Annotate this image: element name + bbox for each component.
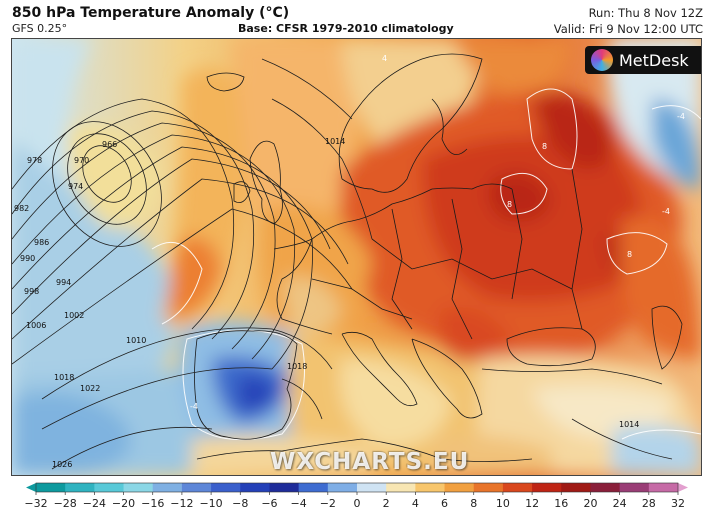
model-label: GFS 0.25° [12, 22, 68, 35]
isobar-label: 986 [34, 238, 49, 247]
isobar-label: 966 [102, 140, 117, 149]
isobar-label: 1018 [287, 362, 307, 371]
colorbar-swatch [327, 483, 358, 492]
colorbar-swatch [36, 483, 66, 492]
colorbar-swatch [648, 483, 679, 492]
colorbar-tick-label: 20 [583, 497, 597, 510]
isobar-label: 1014 [619, 420, 639, 429]
colorbar-swatch [561, 483, 591, 492]
colorbar-swatch [181, 483, 212, 492]
isobar-label: 982 [14, 204, 29, 213]
colorbar-swatch [152, 483, 183, 492]
anomaly-labels: 8 8 8 -4 -4 4 -4 [190, 54, 685, 411]
colorbar-tick-label: 6 [441, 497, 448, 510]
anomaly-label: 8 [507, 200, 512, 209]
metdesk-logo-icon [591, 49, 613, 71]
isobar-label: 1026 [52, 460, 72, 469]
temperature-anomaly-map: 970 966 974 978 982 986 990 994 998 1002… [12, 39, 701, 475]
anomaly-contours [151, 88, 701, 441]
isobars [12, 58, 673, 470]
isobar-label: 994 [56, 278, 71, 287]
isobar-label: 978 [27, 156, 42, 165]
colorbar-tick-label: 0 [354, 497, 361, 510]
colorbar-tick-label: 4 [412, 497, 419, 510]
map-panel[interactable]: 970 966 974 978 982 986 990 994 998 1002… [11, 38, 702, 476]
colorbar-tick-label: 2 [383, 497, 390, 510]
anomaly-label: -4 [662, 207, 670, 216]
isobar-label: 970 [74, 156, 89, 165]
colorbar-tick-label: 10 [496, 497, 510, 510]
isobar-label: 1006 [26, 321, 46, 330]
isobar-label: 1022 [80, 384, 100, 393]
colorbar-swatch [240, 483, 270, 492]
anomaly-fill-layer [12, 39, 701, 475]
isobar-label: 990 [20, 254, 35, 263]
isobar-label: 998 [24, 287, 39, 296]
colorbar-swatch [502, 483, 533, 492]
colorbar-swatch [444, 483, 475, 492]
colorbar-tick-label: −6 [261, 497, 277, 510]
colorbar-swatch [123, 483, 154, 492]
colorbar-ticks: −32 −28 −24 −20 −16 −12 −10 −8 −6 −4 −2 0 2 4 6 8 10 12 16… [24, 492, 685, 510]
colorbar-swatch [357, 483, 387, 492]
climatology-base-label: Base: CFSR 1979-2010 climatology [238, 22, 454, 35]
isobar-label: 1014 [325, 137, 345, 146]
colorbar-tick-label: 12 [525, 497, 539, 510]
colorbar-swatch [269, 483, 300, 492]
colorbar-tick-label: 16 [554, 497, 568, 510]
colorbar-tick-label: −12 [170, 497, 193, 510]
colorbar-swatch [298, 483, 329, 492]
colorbar-swatch [65, 483, 95, 492]
colorbar-tick-label: −16 [141, 497, 164, 510]
colorbar-tick-label: −10 [199, 497, 222, 510]
colorbar-tick-label: −4 [291, 497, 307, 510]
coastlines-borders [194, 53, 683, 462]
colorbar-tick-label: −2 [320, 497, 336, 510]
valid-time-label: Valid: Fri 9 Nov 12:00 UTC [553, 22, 703, 36]
colorbar-arrow-right [678, 483, 688, 492]
metdesk-logo: MetDesk [585, 46, 701, 74]
colorbar-swatch [473, 483, 504, 492]
anomaly-label: -4 [190, 402, 198, 411]
colorbar-tick-label: −20 [112, 497, 135, 510]
colorbar-swatch [619, 483, 650, 492]
colorbar-swatch [94, 483, 125, 492]
run-time-label: Run: Thu 8 Nov 12Z [588, 6, 703, 20]
colorbar-swatch [590, 483, 621, 492]
colorbar-swatch [211, 483, 241, 492]
colorbar-tick-label: 32 [671, 497, 685, 510]
isobar-label: 1002 [64, 311, 84, 320]
colorbar-swatch [532, 483, 562, 492]
colorbar-tick-label: 24 [613, 497, 627, 510]
isobar-label: 1010 [126, 336, 146, 345]
wxcharts-watermark: WXCHARTS.EU [270, 449, 470, 475]
colorbar-tick-label: −28 [54, 497, 77, 510]
anomaly-label: 8 [542, 142, 547, 151]
colorbar-arrow-left [26, 483, 36, 492]
colorbar-tick-label: 28 [642, 497, 656, 510]
colorbar-swatch [415, 483, 446, 492]
colorbar-tick-label: −8 [232, 497, 248, 510]
colorbar-tick-label: −32 [24, 497, 47, 510]
colorbar-tick-label: 8 [470, 497, 477, 510]
chart-title: 850 hPa Temperature Anomaly (°C) [12, 5, 290, 21]
metdesk-logo-text: MetDesk [619, 50, 689, 70]
anomaly-label: -4 [677, 112, 685, 121]
isobar-label: 1018 [54, 373, 74, 382]
colorbar-legend: −32 −28 −24 −20 −16 −12 −10 −8 −6 −4 −2 0 2 4 6 8 10 12 16… [24, 482, 688, 510]
anomaly-label: 4 [382, 54, 387, 63]
colorbar-swatches [26, 482, 688, 493]
colorbar-swatch [386, 483, 416, 492]
colorbar-tick-label: −24 [83, 497, 106, 510]
isobar-label: 974 [68, 182, 83, 191]
anomaly-label: 8 [627, 250, 632, 259]
isobar-labels: 970 966 974 978 982 986 990 994 998 1002… [14, 137, 639, 469]
